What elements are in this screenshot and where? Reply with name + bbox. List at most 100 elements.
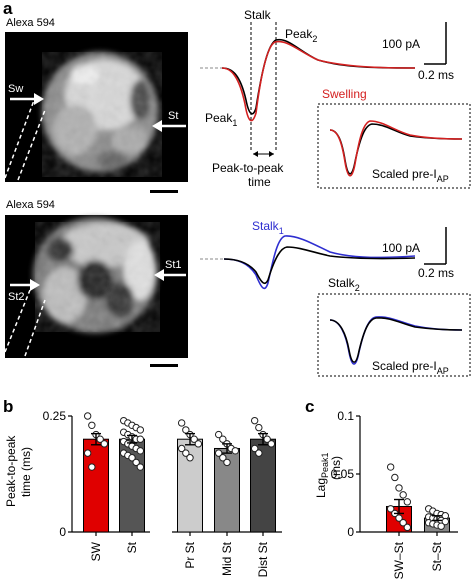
st2-label: St2 [8, 291, 25, 303]
data-point [88, 421, 96, 429]
scale-time-bottom: 0.2 ms [418, 266, 454, 280]
data-point [83, 412, 92, 420]
x-tick-label: St–St [430, 541, 444, 571]
data-point [386, 505, 395, 513]
data-point [399, 491, 407, 499]
sw-arrow-icon [10, 93, 44, 105]
alexa-label-top: Alexa 594 [6, 17, 55, 29]
data-point [391, 473, 399, 482]
data-point [267, 440, 276, 448]
inset-bottom-stalk1-trace [329, 316, 463, 365]
data-point [223, 458, 231, 467]
data-point [231, 447, 240, 455]
x-tick-label: Pr St [183, 541, 197, 568]
inset-top-swelling-trace [329, 120, 463, 177]
data-point [177, 444, 186, 453]
data-point [186, 454, 194, 462]
st-arrow-icon [152, 120, 186, 132]
data-point [132, 458, 140, 467]
peak1-label: Peak1 [205, 111, 237, 128]
swelling-label: Swelling [322, 87, 367, 101]
panel-b-ylabel-1: Peak-to-peak [4, 435, 18, 507]
sw-label: Sw [8, 83, 23, 95]
data-point [194, 440, 203, 448]
scale-current-bottom: 100 pA [382, 241, 420, 255]
data-point [219, 454, 227, 462]
panel-c-label: c [305, 397, 314, 416]
x-tick-label: Mid St [220, 541, 234, 576]
x-tick-label: St [125, 541, 139, 553]
trace-bottom [200, 227, 447, 290]
data-point [255, 423, 263, 432]
stalk2-label: Stalk2 [328, 276, 360, 293]
x-tick-label: Dist St [256, 541, 270, 577]
ptp-label-1: Peak-to-peak [212, 161, 284, 175]
y-tick-label: 0.1 [337, 409, 354, 423]
data-point [399, 519, 407, 527]
y-tick-label: 0.05 [331, 467, 355, 481]
st2-arrow-icon [10, 279, 40, 291]
data-point [83, 449, 92, 457]
panel-b-label: b [3, 397, 13, 416]
data-point [403, 498, 412, 506]
inset-bottom-caption: Scaled pre-IAP [372, 359, 449, 376]
data-point [219, 435, 227, 443]
chart-b: 0 0.25 SW St Pr St Mid St Dist St [43, 409, 282, 577]
stalk-label-top: Stalk [244, 8, 272, 22]
stalk1-label: Stalk1 [252, 219, 284, 236]
scale-bar-top-trace [424, 22, 447, 65]
microscopy-image-top [4, 32, 188, 193]
data-point [437, 522, 445, 530]
scale-bar-top [150, 190, 178, 193]
stalk-trace-bottom [223, 246, 416, 285]
y-tick-label: 0 [347, 525, 354, 539]
data-point [403, 523, 412, 532]
data-point [136, 435, 145, 443]
scale-bar-bottom-trace [424, 227, 447, 265]
inset-top-caption: Scaled pre-IAP [372, 167, 449, 184]
peak2-label: Peak2 [285, 27, 317, 44]
data-point [100, 440, 109, 448]
panel-a-label: a [3, 0, 13, 18]
swelling-trace-top [221, 40, 416, 122]
inset-bottom-stalk-trace [329, 317, 463, 363]
data-point [177, 419, 186, 427]
inset-bottom [317, 293, 471, 377]
scale-current-top: 100 pA [382, 37, 420, 51]
data-point [250, 444, 259, 453]
data-point [395, 514, 403, 522]
data-point [263, 435, 271, 443]
y-tick-label: 0.25 [43, 409, 67, 423]
data-point [386, 463, 395, 471]
chart-c: 0 0.05 0.1 SW–St St–St [331, 409, 458, 579]
data-point [255, 449, 263, 457]
data-point [136, 447, 145, 455]
data-point [250, 416, 259, 425]
microscopy-image-bottom [4, 215, 188, 367]
panel-b-ylabel-2: time (ms) [19, 447, 33, 497]
y-tick-label: 0 [59, 525, 66, 539]
alexa-label-bottom: Alexa 594 [6, 199, 55, 211]
data-point [136, 463, 145, 471]
panel-c-ylabel-unit: (ms) [329, 456, 343, 480]
inset-top [317, 103, 471, 189]
x-tick-label: SW–St [392, 541, 406, 579]
data-point [395, 484, 403, 492]
data-point [214, 449, 223, 457]
bar [250, 438, 276, 533]
trace-top [200, 22, 447, 157]
st-label: St [168, 110, 178, 122]
data-point [190, 435, 198, 443]
bar [177, 438, 203, 533]
data-point [182, 449, 190, 457]
data-point [214, 430, 223, 439]
scale-bar-bottom [150, 364, 178, 367]
data-point [136, 426, 145, 434]
x-tick-label: SW [89, 541, 103, 561]
ptp-label-2: time [248, 175, 271, 189]
data-point [128, 454, 136, 462]
scale-time-top: 0.2 ms [418, 68, 454, 82]
data-point [96, 435, 104, 443]
stalk1-trace [223, 235, 416, 290]
